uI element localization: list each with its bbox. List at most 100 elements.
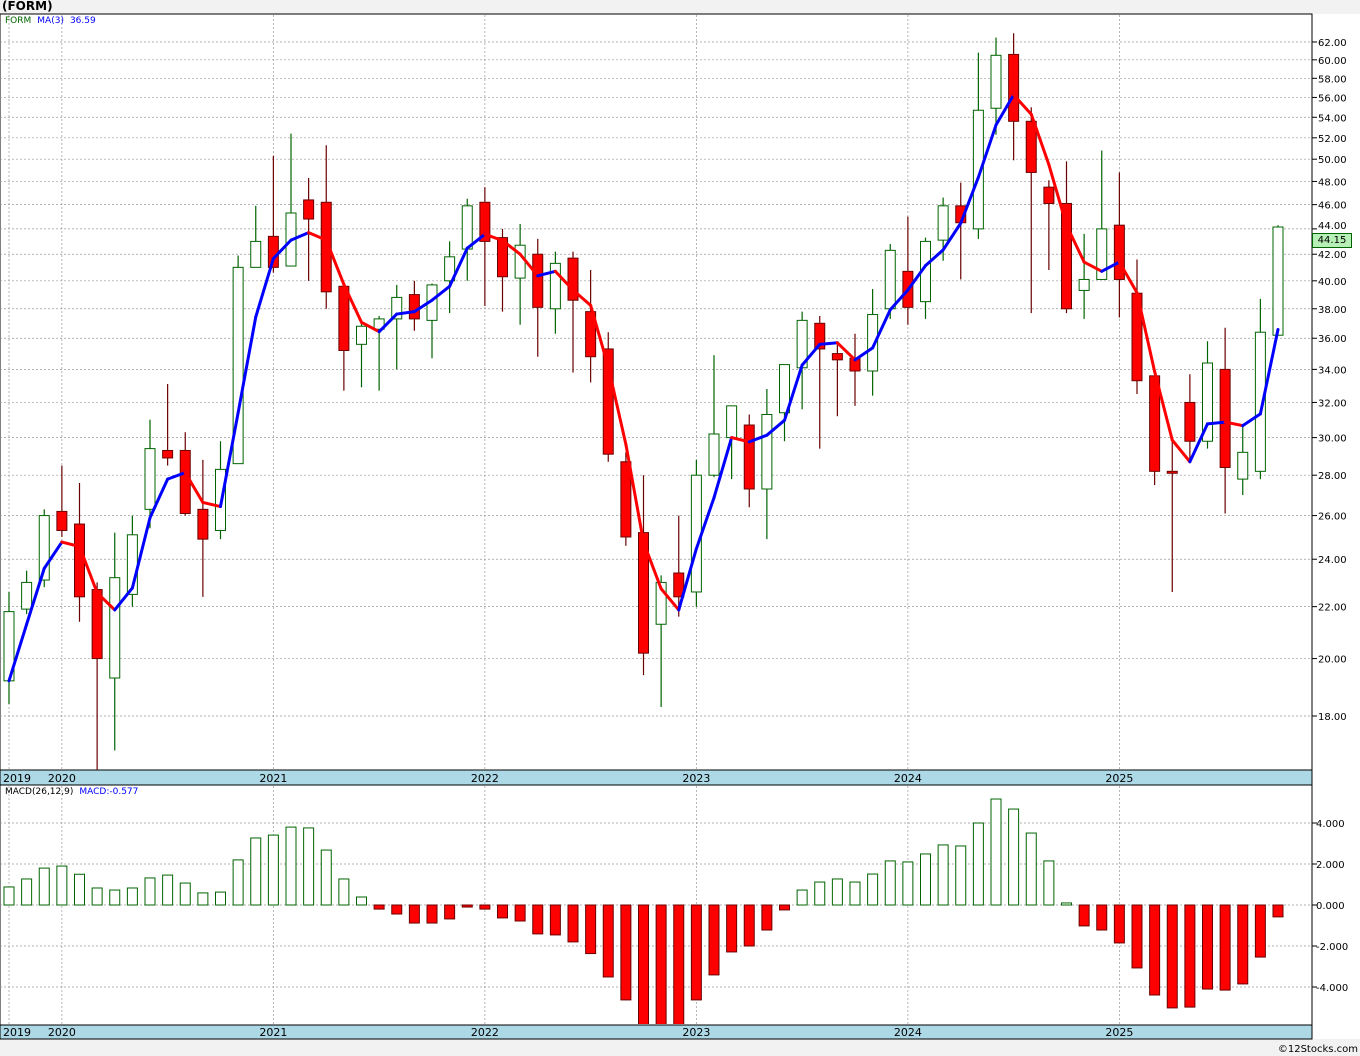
- candle: [690, 459, 702, 607]
- candle: [197, 459, 209, 597]
- candle-body: [250, 240, 262, 268]
- year-label: 2020: [48, 772, 76, 785]
- ma3-segment: [571, 288, 593, 307]
- ma3-segment: [130, 516, 152, 590]
- candle-body: [21, 581, 33, 610]
- macd-bar: [391, 904, 403, 915]
- legend-ma-value: 36.59: [69, 16, 96, 26]
- ma3-segment: [1153, 370, 1174, 442]
- price-tick-label: 26.00: [1318, 512, 1347, 523]
- year-label: 2024: [894, 1026, 922, 1039]
- year-label: 2022: [471, 1026, 499, 1039]
- year-label: 2024: [894, 772, 922, 785]
- ma3-segment: [906, 264, 927, 292]
- ma3-segment: [818, 341, 839, 346]
- candle: [479, 187, 491, 306]
- price-tick-label: 36.00: [1318, 334, 1347, 345]
- candle: [567, 251, 579, 373]
- macd-bar: [21, 878, 33, 906]
- macd-bar: [902, 861, 914, 906]
- candle-body: [867, 314, 879, 372]
- copyright: ©12Stocks.com: [1277, 1044, 1358, 1055]
- macd-bar: [197, 892, 209, 906]
- year-label: 2020: [48, 1026, 76, 1039]
- candle-body: [144, 448, 156, 510]
- macd-bar: [215, 891, 226, 906]
- macd-bar: [972, 822, 984, 906]
- macd-bar: [1219, 904, 1231, 991]
- ma3-segment: [148, 477, 170, 520]
- price-tick-label: 34.00: [1318, 365, 1347, 376]
- candle-body: [1272, 226, 1284, 336]
- macd-bar: [1166, 904, 1178, 1009]
- ma3-segment: [747, 433, 769, 444]
- candle-body: [1254, 331, 1266, 472]
- candle-body: [109, 577, 121, 679]
- candle: [162, 384, 174, 466]
- macd-bar: [779, 904, 790, 911]
- candle-body: [1113, 224, 1125, 280]
- ma3-segment: [624, 442, 645, 544]
- ma3-segment: [25, 566, 46, 626]
- candle: [972, 52, 984, 239]
- ma3-segment: [712, 436, 734, 500]
- ma3-segment: [1135, 291, 1157, 374]
- candle: [638, 475, 649, 676]
- macd-bar: [250, 837, 262, 906]
- candle-body: [56, 510, 68, 531]
- ma3-segment: [483, 232, 504, 243]
- candle: [444, 241, 456, 314]
- macd-bar: [1078, 904, 1090, 927]
- price-tick-label: 56.00: [1318, 93, 1347, 104]
- candle: [303, 178, 315, 281]
- candle: [497, 228, 508, 312]
- ma3-segment: [1047, 163, 1068, 227]
- candle-body: [320, 201, 332, 293]
- macd-bar: [444, 904, 456, 920]
- macd-bar: [1149, 904, 1161, 996]
- candle: [21, 570, 33, 615]
- price-pane: [0, 13, 1313, 771]
- candle-body: [303, 199, 315, 220]
- candle-body: [620, 461, 632, 538]
- price-tick-label: 22.00: [1318, 603, 1347, 614]
- macd-bar: [1096, 904, 1108, 931]
- ma3-segment: [994, 93, 1016, 127]
- candle-body: [197, 508, 209, 540]
- candle: [602, 332, 614, 462]
- ma3-segment: [395, 310, 416, 316]
- candle-body: [726, 405, 738, 439]
- candle-body: [1096, 228, 1108, 280]
- ma3-segment: [1012, 93, 1033, 116]
- macd-bar: [655, 904, 667, 1024]
- macd-bar: [796, 889, 808, 906]
- price-tick-label: 24.00: [1318, 555, 1347, 566]
- macd-bar: [743, 904, 755, 947]
- candle: [990, 37, 1002, 135]
- candle-body: [1043, 186, 1055, 204]
- ma3-segment: [501, 239, 522, 256]
- macd-bar: [1254, 904, 1266, 958]
- candle-body: [884, 249, 896, 310]
- macd-bar: [1113, 904, 1125, 944]
- candle-body: [38, 515, 50, 581]
- macd-bar: [690, 904, 702, 1001]
- candle-body: [567, 257, 579, 301]
- macd-bar: [1202, 904, 1213, 990]
- ma3-segment: [271, 238, 293, 261]
- macd-bar: [1061, 902, 1072, 906]
- macd-tick-label: 0.000: [1316, 901, 1345, 912]
- macd-bar: [849, 881, 861, 906]
- candle-body: [1237, 451, 1249, 480]
- year-label: 2023: [682, 1026, 710, 1039]
- macd-bar: [356, 896, 367, 906]
- macd-bar: [585, 904, 597, 955]
- candle: [1254, 298, 1266, 480]
- macd-bar: [990, 798, 1002, 906]
- last-price-label: 44.15: [1312, 233, 1352, 248]
- legend-ma-label: MA(3): [37, 16, 64, 26]
- macd-bar: [708, 904, 720, 976]
- candle-body: [831, 353, 843, 361]
- macd-bar: [620, 904, 632, 1001]
